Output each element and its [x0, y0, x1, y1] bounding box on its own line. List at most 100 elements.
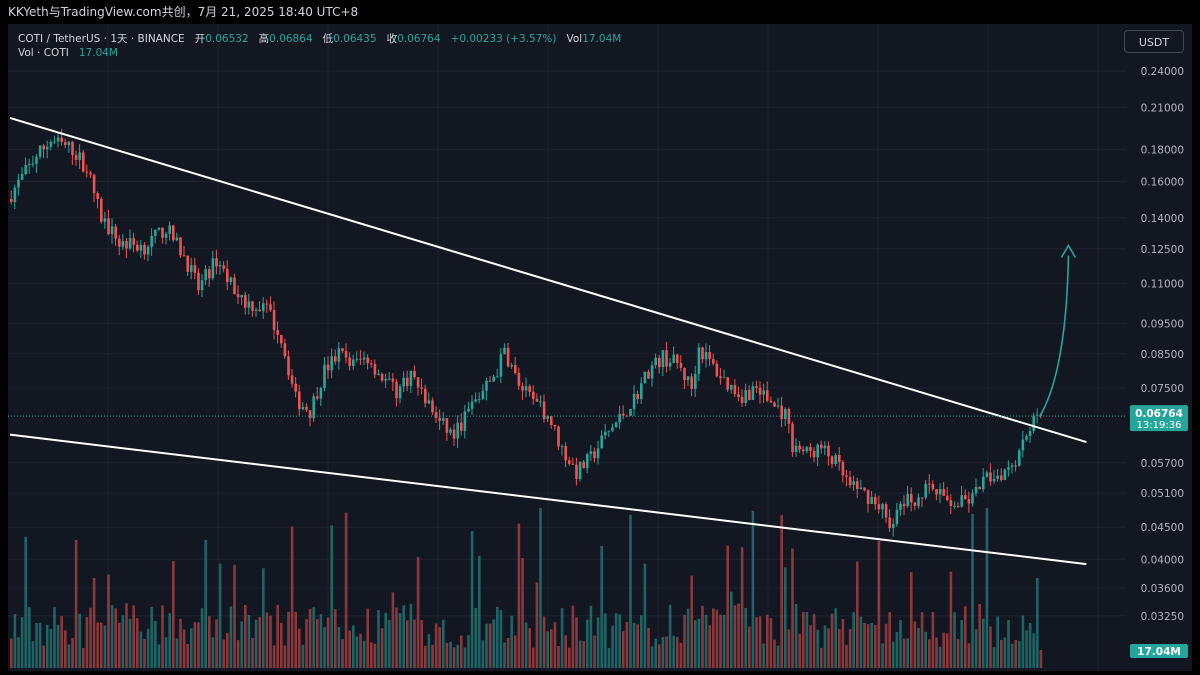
volume-bar — [82, 647, 85, 668]
candle-body — [330, 356, 333, 371]
candle-body — [316, 396, 319, 399]
volume-bar — [193, 622, 197, 668]
volume-bar — [931, 612, 935, 668]
price-tick-label: 0.08500 — [1141, 349, 1184, 361]
volume-bar — [920, 612, 924, 668]
volume-bar — [762, 643, 765, 668]
candle-body — [319, 388, 323, 399]
candle-body — [398, 386, 402, 399]
candle-body — [704, 352, 708, 360]
candle-body — [827, 445, 830, 457]
volume-bar — [895, 632, 899, 668]
price-tick-label: 0.03600 — [1141, 583, 1184, 595]
volume-bar — [150, 607, 153, 668]
volume-bar — [845, 644, 848, 668]
close-value: 0.06764 — [397, 33, 441, 45]
volume-bar — [330, 525, 333, 668]
low-label: 低 — [322, 33, 334, 45]
volume-bar — [553, 622, 557, 668]
candle-body — [636, 393, 639, 400]
volume-bar — [308, 608, 312, 668]
candle-body — [622, 413, 625, 416]
chart-area[interactable]: 0.24000 0.21000 0.18000 0.16000 0.14000 0.125… — [8, 24, 1192, 671]
candle-body — [474, 399, 477, 402]
candle-body — [971, 493, 974, 504]
candle-body — [82, 152, 85, 172]
candle-body — [956, 505, 960, 507]
candle-body — [996, 475, 999, 479]
candle-body — [578, 461, 582, 479]
volume-bar — [200, 608, 204, 668]
volume-bar — [416, 557, 420, 668]
volume-bar — [1028, 622, 1032, 668]
candle-body — [928, 483, 931, 485]
volume-legend-label[interactable]: Vol · COTI — [18, 47, 69, 59]
volume-bar — [506, 638, 510, 668]
volume-bar — [996, 616, 999, 668]
volume-bar — [510, 615, 513, 668]
volume-bar — [848, 629, 852, 668]
candlestick-chart[interactable]: 0.24000 0.21000 0.18000 0.16000 0.14000 0.125… — [8, 24, 1192, 671]
volume-bar — [38, 622, 42, 668]
volume-bar — [334, 609, 337, 668]
candle-body — [514, 365, 517, 374]
volume-bar — [776, 645, 780, 668]
volume-bar — [816, 629, 819, 668]
volume-bar — [877, 540, 881, 668]
candle-body — [776, 405, 780, 407]
volume-bar — [888, 612, 891, 668]
candle-body — [539, 401, 542, 403]
volume-bar — [938, 646, 942, 668]
symbol-label[interactable]: COTI / TetherUS · 1天 · BINANCE — [18, 33, 185, 45]
candle-body — [240, 294, 243, 298]
volume-bar — [20, 617, 24, 668]
candle-body — [607, 430, 611, 432]
volume-bar — [550, 629, 553, 668]
volume-bar — [222, 639, 225, 668]
volume-bar — [726, 545, 729, 668]
volume-bar — [1007, 619, 1010, 668]
volume-bar — [557, 645, 560, 668]
volume-bar — [658, 644, 661, 668]
volume-bar — [503, 642, 506, 668]
volume-bar — [809, 625, 812, 668]
volume-legend-value: 17.04M — [78, 47, 118, 59]
candle-body — [784, 408, 787, 420]
low-value: 0.06435 — [333, 33, 377, 45]
volume-bar — [953, 612, 956, 668]
volume-bar — [805, 611, 809, 668]
candle-body — [985, 472, 989, 477]
volume-bar — [445, 642, 449, 668]
candle-body — [643, 371, 647, 384]
candle-body — [229, 277, 233, 283]
candle-body — [881, 504, 884, 510]
high-label: 高 — [258, 33, 270, 45]
volume-bar — [722, 615, 726, 668]
volume-bar — [852, 612, 855, 668]
volume-bar — [395, 607, 398, 668]
candle-body — [384, 379, 387, 381]
volume-bar — [676, 637, 679, 668]
candle-body — [791, 423, 794, 452]
candle-body — [92, 174, 96, 194]
volume-bar — [226, 632, 229, 668]
volume-bar — [643, 563, 647, 668]
price-tick-label: 0.05100 — [1141, 488, 1184, 500]
candle-body — [640, 383, 643, 400]
candle-body — [863, 487, 866, 491]
candle-body — [755, 386, 758, 388]
volume-bar — [546, 631, 549, 668]
volume-bar — [827, 628, 830, 668]
candle-body — [53, 141, 56, 143]
candle-body — [629, 408, 632, 416]
volume-bar — [316, 619, 319, 668]
candle-body — [107, 218, 110, 235]
candle-body — [431, 400, 434, 413]
currency-button[interactable]: USDT — [1124, 30, 1184, 53]
candle-body — [650, 365, 654, 379]
candle-body — [542, 401, 546, 420]
candle-body — [49, 142, 53, 147]
volume-bar — [17, 637, 20, 668]
candle-body — [546, 416, 549, 420]
volume-bar — [251, 637, 254, 668]
